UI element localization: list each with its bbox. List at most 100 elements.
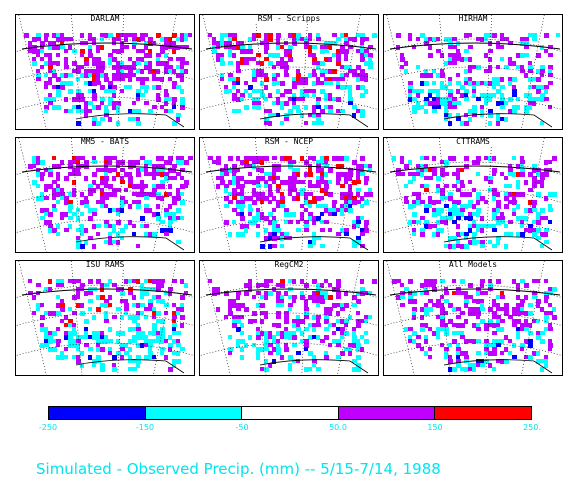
precip-cell: [164, 69, 169, 74]
precip-cell: [136, 109, 141, 114]
precip-cell: [96, 224, 101, 228]
precip-cell: [240, 97, 244, 101]
precip-cell: [256, 53, 261, 57]
precip-cell: [112, 93, 116, 98]
precip-cell: [268, 363, 272, 368]
precip-cell: [168, 65, 173, 70]
precip-cell: [252, 200, 257, 205]
precip-cell: [272, 53, 277, 58]
precip-cell: [312, 299, 316, 303]
precip-cell: [264, 97, 268, 101]
precip-cell: [356, 65, 361, 70]
precip-cell: [336, 53, 341, 58]
precip-cell: [32, 156, 37, 161]
precip-cell: [112, 168, 117, 172]
precip-cell: [548, 343, 553, 348]
precip-cell: [552, 287, 557, 292]
precip-cell: [500, 101, 504, 106]
precip-cell: [232, 180, 236, 185]
precip-cell: [464, 355, 469, 360]
precip-cell: [140, 216, 145, 221]
precip-cell: [144, 196, 149, 200]
precip-cell: [264, 180, 268, 184]
precip-cell: [508, 232, 513, 237]
precip-cell: [72, 172, 76, 176]
precip-cell: [144, 339, 149, 344]
precip-cell: [104, 339, 108, 344]
precip-cell: [324, 192, 328, 196]
precip-cell: [276, 33, 281, 38]
precip-cell: [292, 180, 296, 185]
precip-cell: [124, 303, 129, 307]
precip-cell: [156, 335, 161, 340]
coastline: [443, 236, 553, 251]
precip-cell: [436, 327, 440, 331]
precip-cell: [236, 343, 240, 348]
precip-cell: [552, 307, 556, 312]
precip-cell: [128, 339, 132, 344]
precip-cell: [80, 73, 85, 78]
precip-cell: [452, 204, 457, 208]
precip-cell: [528, 355, 533, 360]
precip-cell: [336, 355, 341, 359]
precip-cell: [444, 109, 448, 114]
precip-cell: [512, 61, 516, 66]
precip-cell: [96, 45, 100, 49]
precip-cell: [336, 208, 341, 212]
precip-cell: [456, 244, 460, 248]
precip-cell: [292, 299, 296, 303]
map-grid: DARLAM RSM - Scripps HIRHAM MM5 - BATS RSM -…: [15, 14, 563, 376]
precip-cell: [496, 208, 500, 213]
precip-cell: [292, 33, 297, 38]
precip-cell: [436, 73, 441, 78]
precip-cell: [116, 220, 121, 225]
precip-cell: [172, 81, 177, 86]
precip-cell: [524, 41, 529, 45]
precip-cell: [244, 160, 249, 164]
precip-cell: [552, 315, 557, 320]
precip-cell: [228, 33, 233, 37]
precip-cell: [444, 291, 449, 295]
precip-cell: [476, 156, 481, 161]
precip-cell: [288, 89, 292, 94]
colorbar-segment-1: [49, 407, 146, 419]
precip-cell: [168, 109, 173, 113]
precip-cell: [344, 37, 348, 41]
precip-cell: [320, 291, 325, 296]
precip-cell: [432, 172, 437, 176]
precip-cell: [492, 323, 497, 328]
precip-cell: [64, 228, 69, 232]
precip-cell: [520, 323, 524, 327]
precip-cell: [420, 73, 424, 78]
precip-cell: [456, 307, 461, 311]
precip-cell: [412, 307, 417, 312]
precip-cell: [424, 351, 428, 356]
precip-cell: [56, 184, 60, 188]
precip-cell: [260, 216, 265, 220]
precip-cell: [408, 172, 412, 176]
precip-cell: [456, 291, 460, 295]
precip-cell: [256, 180, 260, 184]
precip-cell: [444, 97, 448, 102]
precip-cell: [48, 287, 52, 292]
precip-cell: [436, 97, 440, 102]
precip-cell: [512, 323, 517, 327]
precip-cell: [508, 184, 512, 188]
precip-cell: [228, 73, 233, 77]
precip-cell: [364, 73, 368, 77]
precip-cell: [548, 311, 553, 315]
precip-cell: [92, 363, 96, 367]
precip-cell: [52, 204, 56, 209]
precip-cell: [312, 113, 317, 118]
precip-cell: [516, 192, 521, 197]
precip-cell: [520, 279, 525, 283]
precip-cell: [528, 105, 532, 110]
precip-cell: [120, 228, 125, 233]
precip-cell: [364, 224, 368, 228]
precip-cell: [456, 200, 461, 205]
precip-cell: [312, 279, 317, 284]
precip-cell: [324, 291, 328, 296]
precip-cell: [40, 160, 45, 165]
precip-cell: [456, 113, 460, 117]
precip-cell: [528, 33, 533, 37]
